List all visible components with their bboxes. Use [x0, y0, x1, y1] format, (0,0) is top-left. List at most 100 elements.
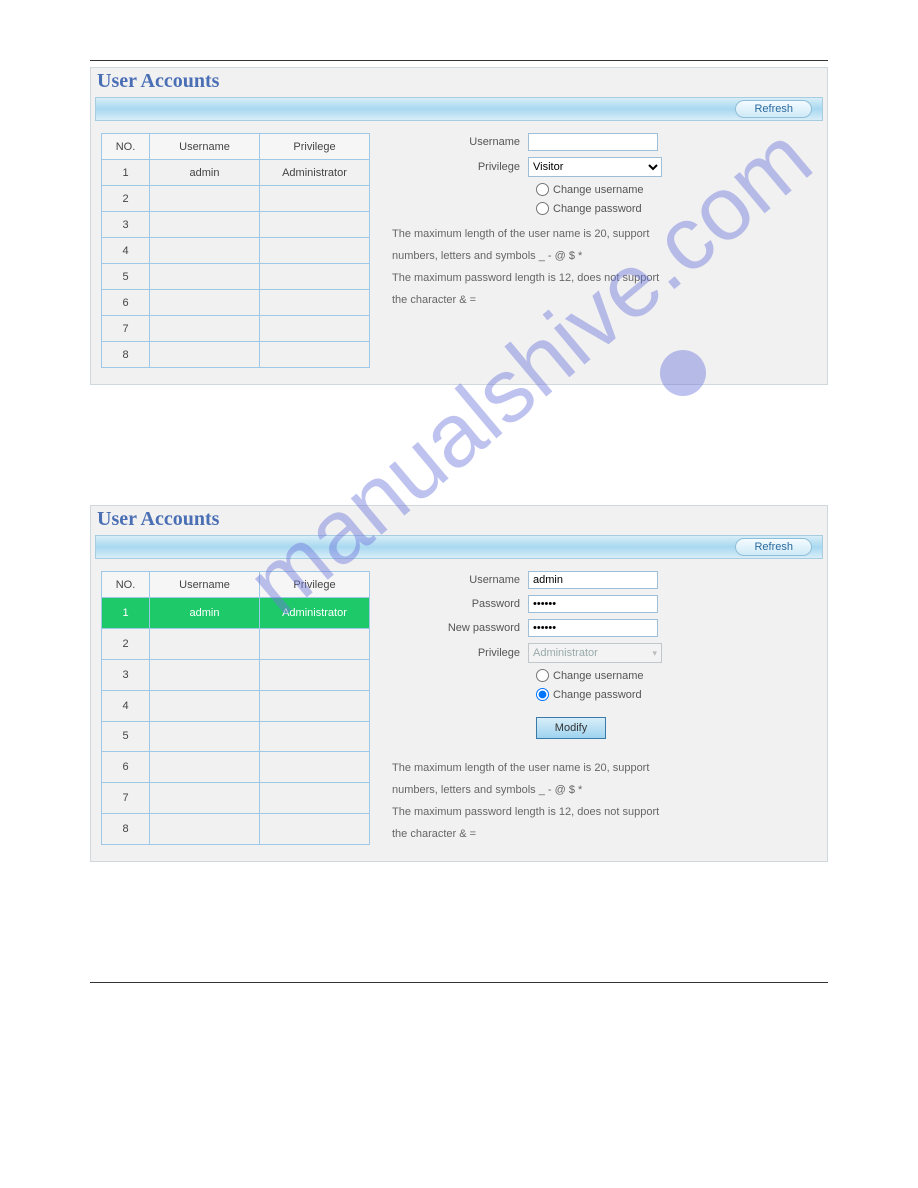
label-privilege: Privilege: [388, 161, 528, 173]
table-cell: Administrator: [260, 160, 370, 186]
username-input[interactable]: [528, 133, 658, 151]
table-cell: admin: [150, 160, 260, 186]
label-new-password: New password: [388, 622, 528, 634]
table-cell: [260, 721, 370, 752]
panel-title: User Accounts: [91, 506, 827, 533]
refresh-button[interactable]: Refresh: [735, 538, 812, 556]
table-row[interactable]: 4: [102, 238, 370, 264]
panel-toolbar: Refresh: [95, 97, 823, 121]
table-cell: 5: [102, 721, 150, 752]
col-privilege: Privilege: [260, 134, 370, 160]
table-cell: [150, 659, 260, 690]
table-cell: 4: [102, 238, 150, 264]
table-cell: [260, 659, 370, 690]
table-row[interactable]: 6: [102, 752, 370, 783]
panel-toolbar: Refresh: [95, 535, 823, 559]
username-input[interactable]: [528, 571, 658, 589]
table-cell: [150, 186, 260, 212]
table-cell: [150, 290, 260, 316]
change-username-radio[interactable]: [536, 183, 549, 196]
label-username: Username: [388, 574, 528, 586]
table-cell: [150, 212, 260, 238]
table-cell: [150, 316, 260, 342]
table-cell: [150, 238, 260, 264]
table-cell: 2: [102, 628, 150, 659]
table-cell: 7: [102, 783, 150, 814]
users-table: NO. Username Privilege 1adminAdministrat…: [101, 133, 370, 368]
password-input[interactable]: [528, 595, 658, 613]
table-cell: [150, 264, 260, 290]
users-table: NO. Username Privilege 1adminAdministrat…: [101, 571, 370, 845]
table-cell: 8: [102, 342, 150, 368]
help-text: The maximum length of the user name is 2…: [392, 757, 813, 845]
help-text: The maximum length of the user name is 2…: [392, 223, 813, 311]
table-row[interactable]: 4: [102, 690, 370, 721]
table-cell: [260, 628, 370, 659]
refresh-button[interactable]: Refresh: [735, 100, 812, 118]
change-username-label: Change username: [553, 184, 644, 196]
change-password-radio[interactable]: [536, 202, 549, 215]
table-cell: Administrator: [260, 598, 370, 629]
col-privilege: Privilege: [260, 572, 370, 598]
table-row[interactable]: 2: [102, 628, 370, 659]
table-cell: [260, 342, 370, 368]
table-cell: [150, 752, 260, 783]
table-cell: [260, 212, 370, 238]
change-password-label: Change password: [553, 689, 642, 701]
table-cell: [150, 721, 260, 752]
table-cell: 7: [102, 316, 150, 342]
table-row[interactable]: 1adminAdministrator: [102, 160, 370, 186]
table-row[interactable]: 6: [102, 290, 370, 316]
table-cell: [150, 814, 260, 845]
col-username: Username: [150, 134, 260, 160]
table-row[interactable]: 8: [102, 342, 370, 368]
privilege-select-disabled: Administrator ▾: [528, 643, 662, 663]
change-username-radio[interactable]: [536, 669, 549, 682]
change-password-label: Change password: [553, 203, 642, 215]
table-row[interactable]: 8: [102, 814, 370, 845]
table-row[interactable]: 2: [102, 186, 370, 212]
table-cell: [260, 783, 370, 814]
table-cell: [260, 264, 370, 290]
table-row[interactable]: 7: [102, 783, 370, 814]
table-cell: [260, 752, 370, 783]
panel-title: User Accounts: [91, 68, 827, 95]
table-cell: [150, 342, 260, 368]
label-password: Password: [388, 598, 528, 610]
table-cell: 6: [102, 752, 150, 783]
table-cell: 4: [102, 690, 150, 721]
table-cell: 3: [102, 659, 150, 690]
table-cell: 6: [102, 290, 150, 316]
change-username-label: Change username: [553, 670, 644, 682]
table-cell: 3: [102, 212, 150, 238]
table-row[interactable]: 3: [102, 659, 370, 690]
privilege-select[interactable]: Visitor: [528, 157, 662, 177]
page-divider-bottom: [90, 982, 828, 983]
modify-button[interactable]: Modify: [536, 717, 606, 739]
table-cell: [150, 628, 260, 659]
table-cell: 2: [102, 186, 150, 212]
table-row[interactable]: 3: [102, 212, 370, 238]
table-row[interactable]: 7: [102, 316, 370, 342]
label-username: Username: [388, 136, 528, 148]
user-form: Username Password New password Privilege…: [388, 571, 817, 845]
label-privilege: Privilege: [388, 647, 528, 659]
table-row[interactable]: 1adminAdministrator: [102, 598, 370, 629]
table-cell: 1: [102, 160, 150, 186]
table-cell: admin: [150, 598, 260, 629]
table-cell: [260, 316, 370, 342]
table-cell: [260, 238, 370, 264]
table-cell: 1: [102, 598, 150, 629]
table-row[interactable]: 5: [102, 264, 370, 290]
user-accounts-panel-2: User Accounts Refresh NO. Username Privi…: [90, 505, 828, 862]
change-password-radio[interactable]: [536, 688, 549, 701]
table-cell: 8: [102, 814, 150, 845]
table-cell: [260, 186, 370, 212]
table-cell: [150, 690, 260, 721]
table-cell: [260, 814, 370, 845]
table-row[interactable]: 5: [102, 721, 370, 752]
col-no: NO.: [102, 572, 150, 598]
new-password-input[interactable]: [528, 619, 658, 637]
user-form: Username Privilege Visitor Change userna…: [388, 133, 817, 368]
table-cell: [260, 290, 370, 316]
